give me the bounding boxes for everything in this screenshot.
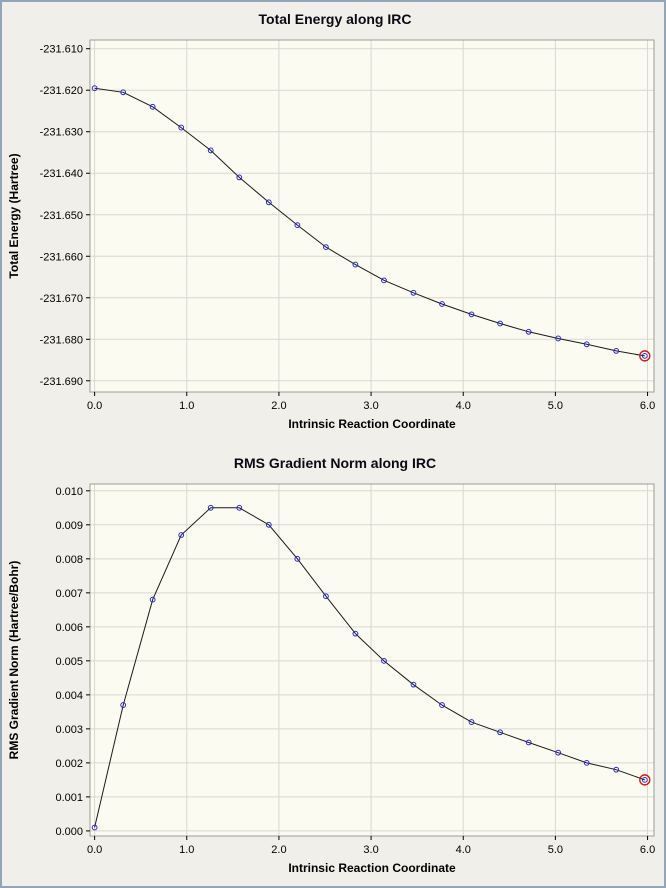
selected-point-ring <box>639 774 651 786</box>
x-tick-label: 0.0 <box>87 400 102 412</box>
y-tick-label: 0.004 <box>55 690 83 702</box>
plot-area <box>90 484 654 836</box>
data-point-marker[interactable] <box>497 320 503 327</box>
data-point-marker[interactable] <box>613 766 620 773</box>
y-axis-label: Total Energy (Hartree) <box>7 153 21 278</box>
y-tick-label: -231.640 <box>40 168 83 180</box>
data-point-marker[interactable] <box>410 289 417 296</box>
y-tick-label: 0.006 <box>55 622 83 634</box>
data-point-marker[interactable] <box>91 85 98 92</box>
y-tick-label: -231.690 <box>40 376 83 388</box>
data-point-marker[interactable] <box>555 335 562 342</box>
x-axis-label: Intrinsic Reaction Coordinate <box>288 417 456 431</box>
x-tick-label: 4.0 <box>456 844 471 856</box>
y-tick-label: 0.010 <box>55 486 83 498</box>
data-point-marker[interactable] <box>641 352 648 359</box>
data-point-marker[interactable] <box>91 824 98 831</box>
x-tick-label: 6.0 <box>640 400 655 412</box>
x-tick-label: 6.0 <box>640 844 655 856</box>
data-point-marker[interactable] <box>439 301 445 307</box>
data-point-marker[interactable] <box>265 199 272 206</box>
data-point-marker[interactable] <box>178 124 185 131</box>
data-point-marker[interactable] <box>583 759 590 766</box>
data-line <box>94 507 645 828</box>
data-point-marker[interactable] <box>352 630 359 637</box>
x-tick-label: 3.0 <box>363 844 378 856</box>
data-point-marker[interactable] <box>236 174 243 181</box>
x-tick-label: 2.0 <box>271 400 286 412</box>
plot-frame <box>89 39 655 393</box>
y-tick-label: -231.660 <box>40 251 83 263</box>
x-axis-label: Intrinsic Reaction Coordinate <box>288 861 456 875</box>
y-tick-label: 0.002 <box>55 758 83 770</box>
data-point-marker[interactable] <box>381 657 387 664</box>
y-axis-label: RMS Gradient Norm (Hartree/Bohr) <box>7 561 21 760</box>
y-tick-label: -231.650 <box>40 210 83 222</box>
plot-frame <box>89 483 655 837</box>
data-point-marker[interactable] <box>178 532 185 538</box>
data-point-marker[interactable] <box>525 739 532 746</box>
data-point-marker[interactable] <box>468 311 475 318</box>
data-point-marker[interactable] <box>555 749 562 756</box>
data-point-marker[interactable] <box>613 348 620 354</box>
y-tick-label: 0.009 <box>55 520 83 532</box>
x-tick-label: 5.0 <box>548 400 563 412</box>
data-point-marker[interactable] <box>120 702 127 708</box>
data-point-marker[interactable] <box>381 277 387 284</box>
y-tick-label: -231.670 <box>40 293 83 305</box>
y-tick-label: 0.001 <box>55 792 83 804</box>
total-energy-chart: -231.610 -231.620 -231.630 -231.640 -231.650… <box>7 39 655 431</box>
x-tick-label: 0.0 <box>87 844 102 856</box>
data-point-marker[interactable] <box>149 596 156 603</box>
y-tick-label: 0.000 <box>55 826 83 838</box>
data-point-marker[interactable] <box>236 504 243 511</box>
data-point-marker[interactable] <box>583 341 590 348</box>
data-point-marker[interactable] <box>265 521 272 528</box>
data-point-marker[interactable] <box>323 593 329 600</box>
data-point-marker[interactable] <box>149 103 156 110</box>
y-tick-label: 0.008 <box>55 554 83 566</box>
data-point-marker[interactable] <box>468 719 475 725</box>
x-tick-label: 3.0 <box>363 400 378 412</box>
y-tick-label: -231.680 <box>40 334 83 346</box>
data-point-marker[interactable] <box>439 702 445 708</box>
x-tick-label: 4.0 <box>456 400 471 412</box>
data-point-marker[interactable] <box>294 222 301 229</box>
data-point-marker[interactable] <box>120 89 127 96</box>
rms-gradient-chart: 0.000 0.001 0.002 0.003 0.004 0.005 0.006 0.007… <box>7 483 655 875</box>
x-tick-label: 2.0 <box>271 844 286 856</box>
data-point-marker[interactable] <box>207 147 214 154</box>
data-point-marker[interactable] <box>497 729 503 736</box>
y-tick-label: -231.610 <box>40 44 83 56</box>
selected-point-ring <box>639 350 651 362</box>
rms-gradient-chart-title: RMS Gradient Norm along IRC <box>233 455 437 471</box>
rms-gradient-chart-section: RMS Gradient Norm along IRC 0.000 0.001 0.… <box>2 446 664 886</box>
total-energy-chart-section: Total Energy along IRC -231.610 -231.620-… <box>2 2 664 446</box>
data-line <box>94 87 645 357</box>
data-point-marker[interactable] <box>323 244 329 251</box>
data-point-marker[interactable] <box>410 681 417 688</box>
x-tick-label: 5.0 <box>548 844 563 856</box>
plot-area <box>90 40 654 392</box>
y-tick-label: 0.003 <box>55 724 83 736</box>
total-energy-chart-title: Total Energy along IRC <box>258 11 412 27</box>
data-point-marker[interactable] <box>207 504 214 511</box>
y-tick-label: 0.005 <box>55 656 83 668</box>
data-point-marker[interactable] <box>641 776 648 783</box>
data-point-marker[interactable] <box>352 261 359 268</box>
data-point-marker[interactable] <box>525 328 532 335</box>
y-tick-label: -231.630 <box>40 127 83 139</box>
data-point-marker[interactable] <box>294 555 301 562</box>
x-tick-label: 1.0 <box>179 400 194 412</box>
x-tick-label: 1.0 <box>179 844 194 856</box>
y-tick-label: -231.620 <box>40 85 83 97</box>
y-tick-label: 0.007 <box>55 588 83 600</box>
